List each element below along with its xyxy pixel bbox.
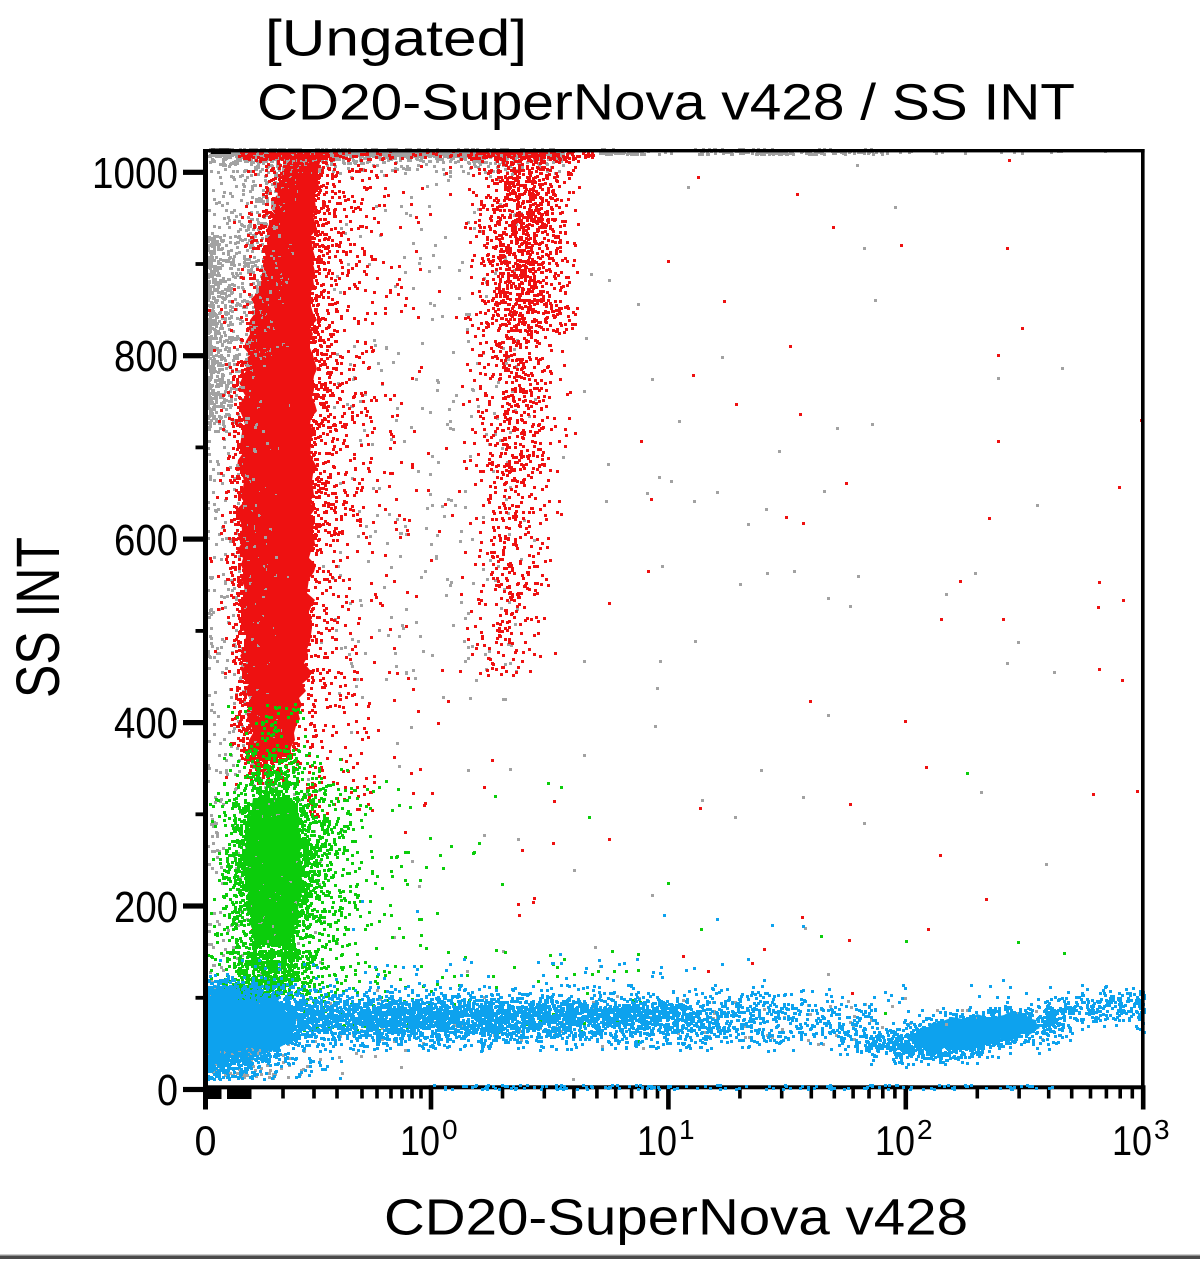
svg-text:10: 10 bbox=[400, 1117, 440, 1164]
svg-text:[Ungated]: [Ungated] bbox=[265, 9, 527, 66]
svg-text:0: 0 bbox=[442, 1114, 458, 1145]
svg-text:2: 2 bbox=[917, 1114, 933, 1145]
svg-text:CD20-SuperNova v428 / SS INT: CD20-SuperNova v428 / SS INT bbox=[257, 73, 1075, 130]
svg-text:10: 10 bbox=[1112, 1117, 1152, 1164]
svg-text:1000: 1000 bbox=[92, 149, 178, 198]
svg-text:CD20-SuperNova v428: CD20-SuperNova v428 bbox=[384, 1188, 968, 1245]
svg-text:1: 1 bbox=[679, 1114, 695, 1145]
svg-text:200: 200 bbox=[114, 883, 178, 932]
svg-text:400: 400 bbox=[114, 699, 178, 748]
svg-text:800: 800 bbox=[114, 332, 178, 381]
svg-text:SS INT: SS INT bbox=[4, 537, 72, 698]
svg-text:600: 600 bbox=[114, 516, 178, 565]
svg-text:10: 10 bbox=[875, 1117, 915, 1164]
svg-text:0: 0 bbox=[157, 1066, 178, 1115]
svg-text:0: 0 bbox=[195, 1117, 217, 1164]
svg-text:10: 10 bbox=[637, 1117, 677, 1164]
svg-text:3: 3 bbox=[1154, 1114, 1170, 1145]
